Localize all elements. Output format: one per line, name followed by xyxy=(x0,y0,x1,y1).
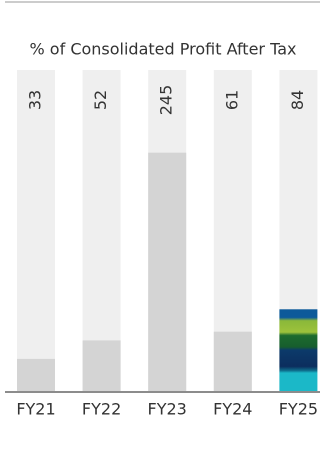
bar xyxy=(213,331,252,391)
x-tick-label: FY21 xyxy=(16,400,55,419)
x-tick-label: FY23 xyxy=(148,400,187,419)
value-label: 245 xyxy=(157,85,176,116)
x-tick-label: FY24 xyxy=(213,400,252,419)
value-label: 84 xyxy=(288,90,307,110)
x-tick-label: FY25 xyxy=(279,400,318,419)
column-background xyxy=(17,70,55,391)
bar xyxy=(279,309,318,391)
chart-title: % of Consolidated Profit After Tax xyxy=(30,40,297,59)
bar xyxy=(17,358,55,391)
bar xyxy=(148,152,187,391)
x-tick-label: FY22 xyxy=(82,400,121,419)
bar xyxy=(82,340,121,391)
value-label: 52 xyxy=(91,90,110,110)
value-label: 61 xyxy=(222,90,241,110)
column-background xyxy=(82,70,121,391)
value-label: 33 xyxy=(26,90,45,110)
